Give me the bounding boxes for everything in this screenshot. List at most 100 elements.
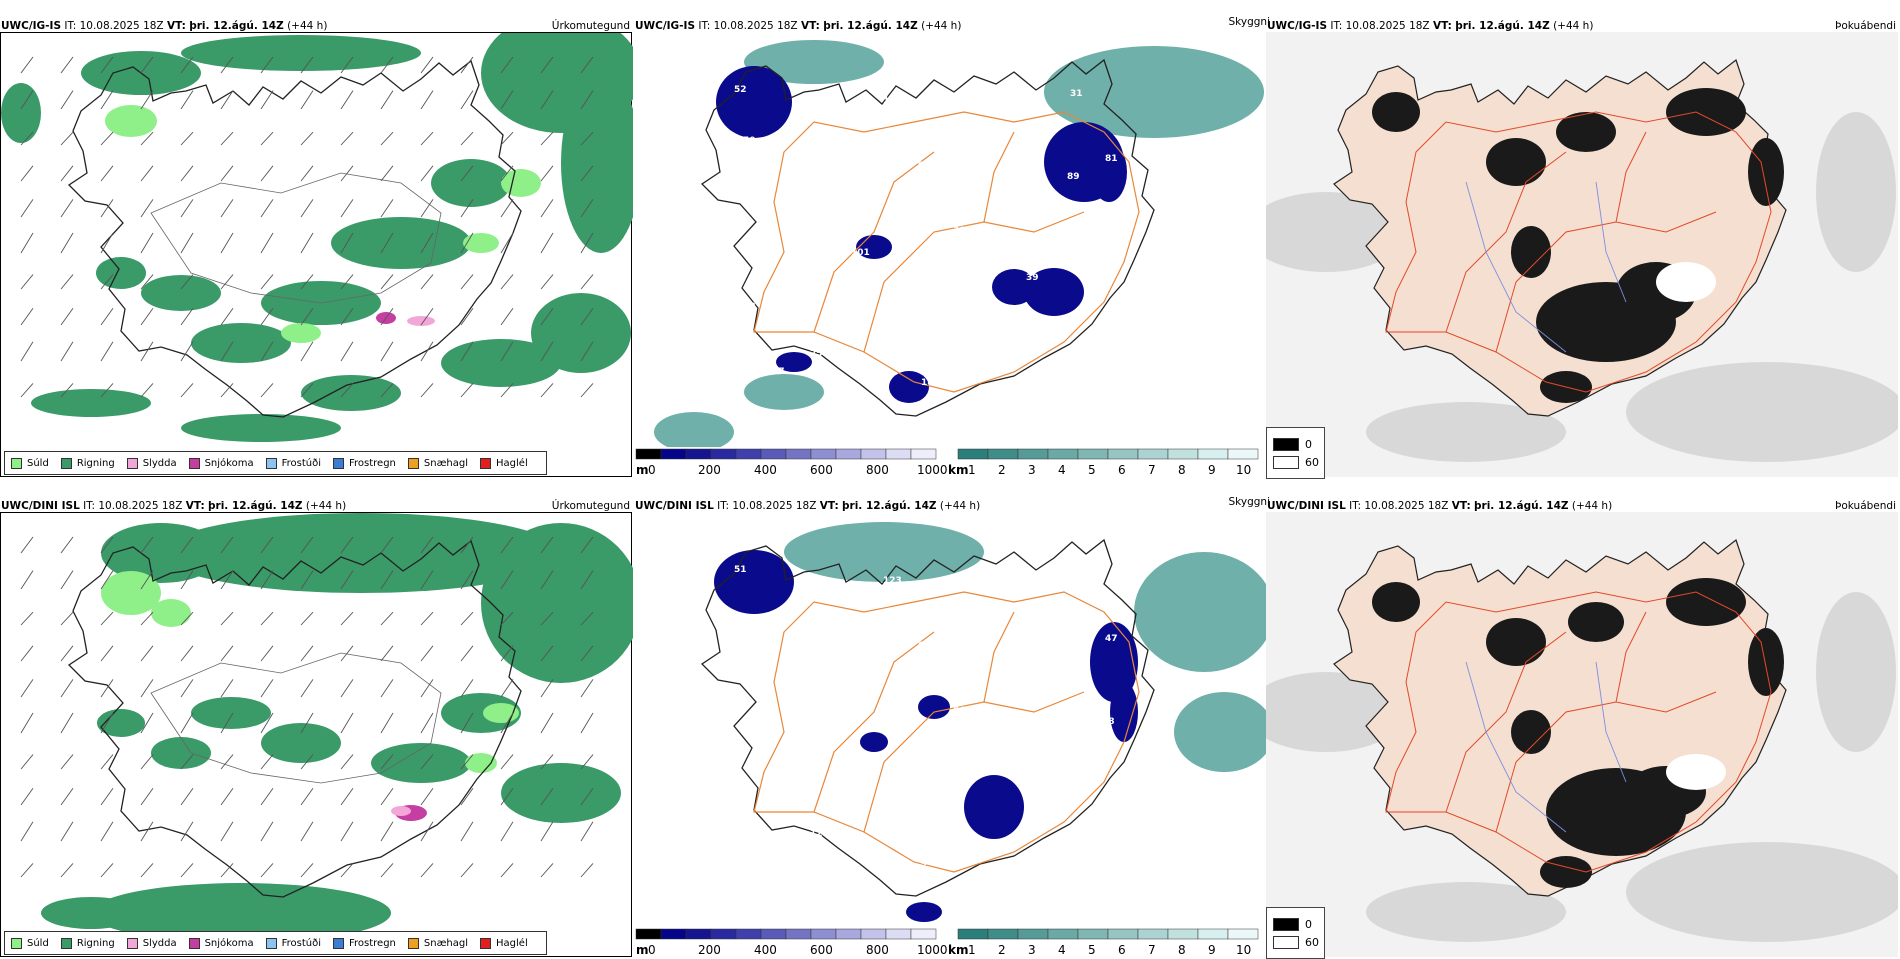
tick-label: 9 <box>1208 463 1216 477</box>
rain-area <box>501 763 621 823</box>
cloud-base-label: 101 <box>1102 237 1121 247</box>
wind-barb <box>460 165 474 182</box>
low-cloud-area <box>964 775 1024 839</box>
colorbar-segment <box>1047 928 1079 940</box>
legend-item-freezing-rain: Frostregn <box>333 457 396 469</box>
wind-barb <box>540 56 554 74</box>
legend-label: Slydda <box>142 937 177 949</box>
rain-area <box>31 389 151 417</box>
rain-area <box>331 217 471 269</box>
wind-barb <box>20 274 34 290</box>
colorbar-segment <box>785 928 812 940</box>
wind-barb <box>180 787 194 806</box>
wind-barb <box>460 383 474 398</box>
wind-barb <box>340 165 354 182</box>
colorbar-unit: km <box>948 463 969 477</box>
wind-barb <box>20 341 34 362</box>
wind-barb <box>140 712 154 734</box>
drizzle-area <box>151 599 191 627</box>
sea-fog <box>1366 402 1566 462</box>
wind-barb <box>20 131 34 146</box>
road <box>1385 591 1772 873</box>
precip-map: Súld Rigning Slydda Snjókoma Frostúði Fr… <box>0 512 633 957</box>
wind-barb <box>540 341 554 362</box>
wind-barb <box>580 787 594 806</box>
wind-barb <box>100 56 114 74</box>
rain-area <box>261 723 341 763</box>
colorbar-segment <box>735 448 762 460</box>
rain-area <box>371 743 471 783</box>
cloud-base-label: 51 <box>734 565 747 575</box>
cloud-base-label: 26 <box>991 208 1004 218</box>
cloud-base-label: 123 <box>737 302 756 312</box>
wind-barb <box>60 307 74 326</box>
cloud-base-label: 60 <box>997 342 1010 352</box>
legend-item-rain: Rigning <box>60 937 115 949</box>
cloud-base-map-svg: 52 49 39 30 39 34 37 61 96 26 30 123 25 150 22 230 101 63… <box>654 40 1264 447</box>
colorbar-segment <box>635 928 662 940</box>
panel-title: Úrkomutegund <box>551 20 630 32</box>
tick-label: 0 <box>648 943 656 957</box>
wind-barb <box>140 383 154 398</box>
wind-barb <box>540 821 554 842</box>
panel-title: Þokuábendi <box>1835 500 1896 512</box>
cloud-base-label: 49 <box>807 132 820 142</box>
wind-barb <box>100 821 114 842</box>
legend-swatch <box>126 937 138 949</box>
wind-barb <box>500 274 514 290</box>
wind-barb <box>500 787 514 806</box>
wind-barb <box>140 863 154 878</box>
wind-barb <box>580 56 594 74</box>
cloud-base-label: 81 <box>1105 154 1118 164</box>
wind-barb <box>100 199 114 218</box>
rain-area <box>301 375 401 411</box>
wind-barb <box>100 679 114 698</box>
wind-barb <box>60 383 74 398</box>
wind-barb <box>500 131 514 146</box>
sea-fog <box>1816 592 1896 752</box>
wind-barb <box>580 307 594 326</box>
cloud-base-label: 82 <box>1032 587 1045 597</box>
cloud-base-label: 55 <box>924 295 937 305</box>
wind-barb <box>540 199 554 218</box>
wind-barb <box>460 131 474 146</box>
wind-barb <box>180 645 194 662</box>
tick-label: 6 <box>1118 463 1126 477</box>
cloud-base-label: 78 <box>991 688 1004 698</box>
wind-barb <box>60 274 74 290</box>
low-cloud-area <box>992 269 1036 305</box>
drizzle-area <box>105 105 157 137</box>
wind-barb <box>380 679 394 698</box>
cloud-base-label: 65 <box>848 331 861 341</box>
wind-barb <box>180 536 194 554</box>
wind-barb <box>540 787 554 806</box>
wind-barb <box>580 712 594 734</box>
wind-barb <box>580 131 594 146</box>
cloud-base-label: 32 <box>880 659 893 669</box>
tick-label: 600 <box>810 943 833 957</box>
river <box>1465 661 1627 833</box>
fog-area <box>1372 92 1420 132</box>
wind-barb <box>260 787 274 806</box>
colorbar-segment <box>957 928 989 940</box>
colorbar-segment <box>835 928 862 940</box>
wind-barb <box>20 754 34 770</box>
sea-fog <box>744 40 884 84</box>
wind-barb <box>20 165 34 182</box>
wind-barb <box>380 307 394 326</box>
road <box>863 691 1085 833</box>
cloud-base-label: 30 <box>1064 255 1077 265</box>
cloud-base-label: 26 <box>740 219 753 229</box>
cloud-base-label: 31 <box>889 230 902 240</box>
wind-barb <box>380 787 394 806</box>
wind-barb <box>220 199 234 218</box>
wind-barb <box>420 131 434 146</box>
road <box>753 111 1140 393</box>
legend-item-hail: Haglél <box>480 457 528 469</box>
wind-barb <box>380 712 394 734</box>
panel-header: UWC/DINI ISL IT: 10.08.2025 18Z VT: þri.… <box>635 500 981 512</box>
colorbar-unit: km <box>948 943 969 957</box>
wind-barb <box>380 821 394 842</box>
wind-barb <box>540 611 554 626</box>
cloud-base-colorbar: m 0 200 400 600 800 1000 <box>634 928 948 958</box>
